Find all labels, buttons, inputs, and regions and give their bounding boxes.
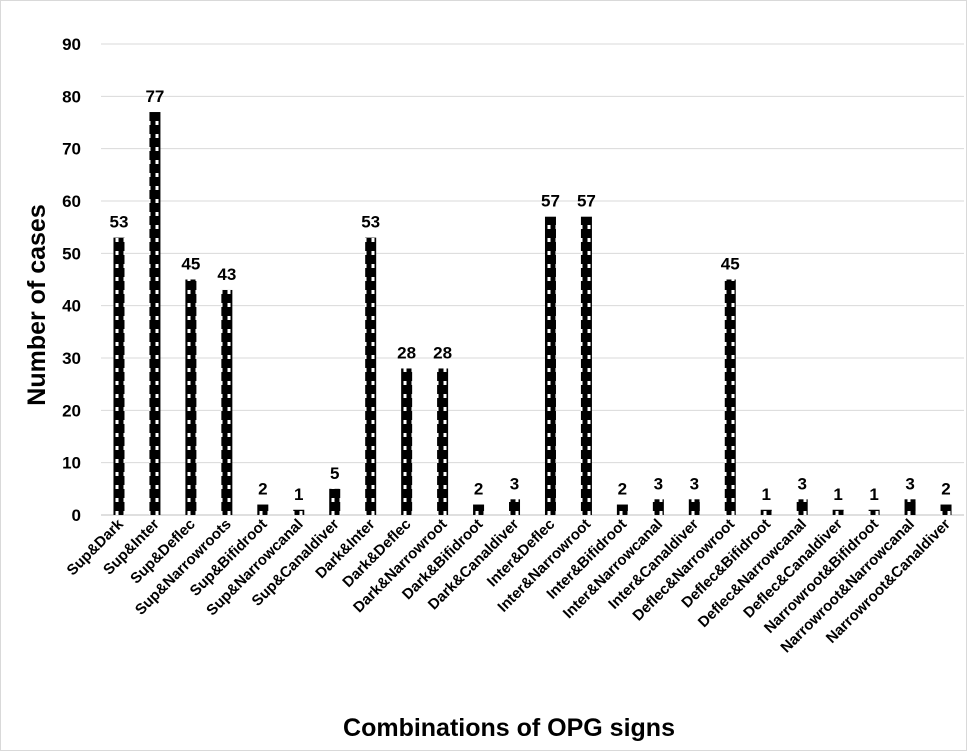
y-tick-label: 20	[62, 401, 81, 420]
bar-value-label: 3	[797, 474, 806, 493]
bars	[113, 112, 952, 516]
x-axis-ticks: Sup&DarkSup&InterSup&DeflecSup&Narrowroo…	[63, 515, 953, 656]
bar-value-label: 3	[905, 474, 914, 493]
bar	[868, 509, 880, 515]
bar	[724, 279, 736, 515]
bar	[473, 504, 485, 515]
bar-value-label: 53	[110, 213, 129, 232]
bar	[113, 237, 125, 515]
bar	[796, 499, 808, 515]
bar-value-label: 3	[654, 474, 663, 493]
data-labels: 53 77 45 43 2 1 5 53 28 28 2 3 57 57 2 3 3 45 1 3 1 1 3 2	[110, 87, 951, 504]
bar	[257, 504, 269, 515]
bar	[437, 368, 449, 515]
bar	[293, 509, 305, 515]
bar	[580, 216, 592, 515]
bar-value-label: 2	[474, 480, 483, 499]
bar	[329, 488, 341, 515]
bar-value-label: 3	[690, 474, 699, 493]
bar-value-label: 5	[330, 464, 339, 483]
y-tick-label: 90	[62, 35, 81, 54]
bar-value-label: 57	[541, 192, 560, 211]
bar-value-label: 1	[869, 485, 878, 504]
bar-value-label: 28	[433, 343, 452, 362]
bar	[401, 368, 413, 515]
x-axis-title: Combinations of OPG signs	[343, 714, 675, 742]
bar-value-label: 1	[761, 485, 770, 504]
bar-value-label: 53	[361, 213, 380, 232]
bar-value-label: 77	[145, 87, 164, 106]
bar	[185, 279, 197, 515]
bar	[149, 112, 161, 516]
y-tick-label: 50	[62, 244, 81, 263]
y-tick-label: 30	[62, 349, 81, 368]
gridlines	[101, 43, 964, 516]
bar	[832, 509, 844, 515]
bar-value-label: 1	[833, 485, 842, 504]
y-tick-label: 60	[62, 192, 81, 211]
bar	[940, 504, 952, 515]
y-axis-title: Number of cases	[23, 204, 51, 405]
bar-value-label: 2	[258, 480, 267, 499]
bar-value-label: 3	[510, 474, 519, 493]
bar	[544, 216, 556, 515]
bar	[616, 504, 628, 515]
bar	[652, 499, 664, 515]
bar-value-label: 28	[397, 343, 416, 362]
bar	[904, 499, 916, 515]
bar-value-label: 45	[181, 255, 200, 274]
bar	[760, 509, 772, 515]
bar-value-label: 1	[294, 485, 303, 504]
y-tick-label: 80	[62, 87, 81, 106]
y-tick-label: 70	[62, 140, 81, 159]
bar	[688, 499, 700, 515]
bar-value-label: 2	[618, 480, 627, 499]
y-tick-label: 40	[62, 297, 81, 316]
bar-value-label: 2	[941, 480, 950, 499]
bar-value-label: 45	[721, 255, 740, 274]
y-tick-label: 10	[62, 454, 81, 473]
bar	[365, 237, 377, 515]
y-axis-ticks: 0 10 20 30 40 50 60 70 80 90	[62, 35, 81, 525]
bar	[221, 289, 233, 515]
bar-value-label: 43	[217, 265, 236, 284]
bar-value-label: 57	[577, 192, 596, 211]
bar	[509, 499, 521, 515]
y-tick-label: 0	[72, 506, 81, 525]
